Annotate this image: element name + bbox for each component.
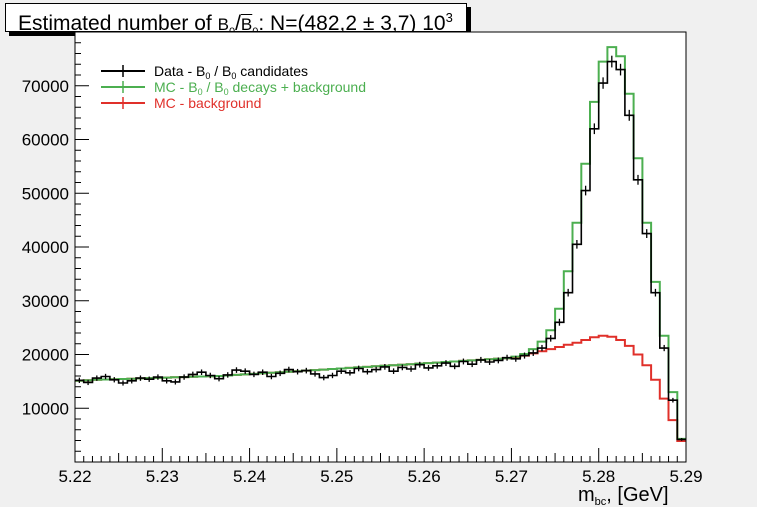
y-tick-label: 70000	[22, 77, 69, 96]
title-prefix: Estimated number of	[18, 12, 218, 35]
plot-area	[75, 32, 686, 462]
data-series	[75, 55, 686, 441]
y-tick-label: 10000	[22, 399, 69, 418]
x-tick-label: 5.28	[582, 467, 615, 486]
x-axis: 5.22 5.23 5.24 5.25 5.26 5.27 5.28 5.29	[58, 448, 703, 486]
legend-label: MC - background	[154, 95, 261, 111]
y-axis: 10000 20000 30000 40000 50000 60000 70000	[22, 31, 89, 463]
title-particle-bar: B	[240, 15, 253, 34]
legend-subscript: 0	[198, 87, 203, 97]
data-series-line	[75, 60, 686, 441]
y-tick-label: 20000	[22, 346, 69, 365]
legend-text-part: MC - B	[154, 79, 198, 95]
title-exponent: 3	[445, 10, 453, 25]
x-tick-label: 5.24	[233, 467, 266, 486]
y-tick-label: 40000	[22, 238, 69, 257]
legend-text-part: Data - B	[154, 63, 205, 79]
x-tick-label: 5.25	[320, 467, 353, 486]
legend-label: Data - B0 / B0 candidates	[154, 63, 308, 81]
x-tick-label: 5.22	[58, 467, 91, 486]
legend-item: MC - background	[101, 95, 261, 111]
chart-title: Estimated number of B0/B0: N=(482,2 ± 3,…	[5, 3, 467, 38]
xlabel-unit: , [GeV]	[606, 484, 668, 506]
x-tick-label: 5.26	[408, 467, 441, 486]
x-tick-label: 5.27	[495, 467, 528, 486]
y-tick-label: 30000	[22, 292, 69, 311]
legend-subscript: 0	[231, 71, 236, 81]
title-slash: /	[235, 12, 241, 35]
axes-layer: 5.22 5.23 5.24 5.25 5.26 5.27 5.28 5.29 10000 200…	[22, 31, 703, 486]
legend-text-part: candidates	[236, 63, 308, 79]
legend-item: Data - B0 / B0 candidates	[101, 63, 308, 81]
y-tick-label: 50000	[22, 184, 69, 203]
xlabel-sub: bc	[595, 496, 607, 507]
y-tick-label: 60000	[22, 131, 69, 150]
xlabel-main: m	[578, 484, 595, 506]
legend-item: MC - B0 / B0 decays + background	[101, 79, 366, 97]
title-particle: B	[217, 15, 229, 34]
legend-text-part: MC - background	[154, 95, 261, 111]
x-tick-label: 5.29	[669, 467, 702, 486]
legend-text-part: / B	[210, 63, 231, 79]
x-tick-label: 5.23	[146, 467, 179, 486]
legend-text-part: / B	[203, 79, 224, 95]
legend-subscript: 0	[224, 87, 229, 97]
title-suffix: : N=(482,2 ± 3,7) 10	[258, 12, 446, 35]
legend-text-part: decays + background	[229, 79, 366, 95]
series-layer	[75, 46, 686, 442]
legend-label: MC - B0 / B0 decays + background	[154, 79, 366, 97]
legend-subscript: 0	[205, 71, 210, 81]
x-axis-label: mbc, [GeV]	[578, 484, 669, 507]
